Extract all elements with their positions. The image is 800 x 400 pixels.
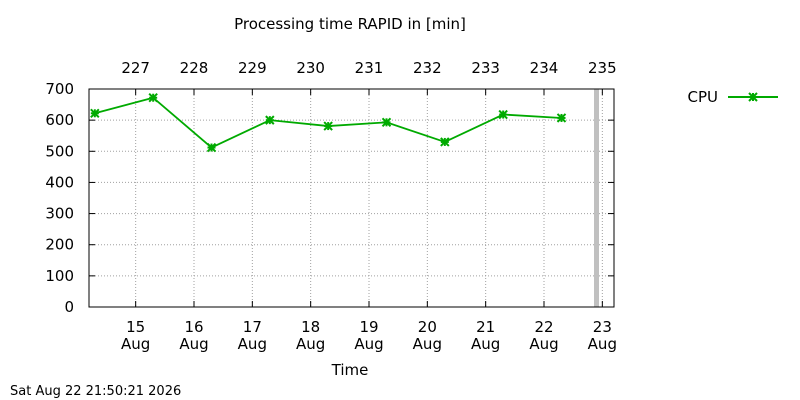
y-tick-label: 300: [45, 205, 74, 223]
x-tick-label-day: 20: [418, 318, 437, 336]
data-point: [323, 121, 333, 131]
x-top-tick-label: 231: [355, 59, 384, 77]
y-tick-label: 400: [45, 173, 74, 191]
legend-marker-cross: [748, 92, 758, 102]
x-tick-label-month: Aug: [121, 335, 150, 353]
y-tick-label: 600: [45, 111, 74, 129]
x-top-tick-label: 234: [530, 59, 559, 77]
chart-title: Processing time RAPID in [min]: [234, 15, 466, 33]
x-top-tick-label: 232: [413, 59, 442, 77]
x-tick-label-day: 15: [126, 318, 145, 336]
x-top-tick-label: 227: [121, 59, 150, 77]
footer-timestamp: Sat Aug 22 21:50:21 2026: [10, 384, 181, 399]
legend-marker-cpu: [748, 92, 758, 102]
x-tick-label-day: 18: [301, 318, 320, 336]
series-layer: [90, 93, 567, 153]
y-tick-label: 700: [45, 80, 74, 98]
x-tick-label-month: Aug: [471, 335, 500, 353]
x-axis-label: Time: [331, 361, 369, 379]
x-tick-label-day: 22: [534, 318, 553, 336]
x-top-tick-label: 230: [296, 59, 325, 77]
x-top-tick-label: 233: [471, 59, 500, 77]
x-axis-bottom: 15Aug16Aug17Aug18Aug19Aug20Aug21Aug22Aug…: [121, 301, 617, 353]
x-tick-label-month: Aug: [529, 335, 558, 353]
x-tick-label-month: Aug: [238, 335, 267, 353]
x-axis-top: 227 228 229 230 231 232 233 234 235: [121, 59, 617, 95]
data-point: [148, 93, 158, 103]
data-point: [440, 137, 450, 147]
x-top-tick-label: 228: [180, 59, 209, 77]
x-tick-label-month: Aug: [413, 335, 442, 353]
data-point: [90, 108, 100, 118]
data-point: [381, 117, 392, 128]
data-point: [206, 142, 217, 153]
x-tick-label-month: Aug: [179, 335, 208, 353]
x-tick-label-month: Aug: [296, 335, 325, 353]
x-tick-label-day: 19: [359, 318, 378, 336]
x-tick-label-day: 17: [243, 318, 262, 336]
y-tick-label: 0: [64, 298, 74, 316]
y-tick-label: 100: [45, 267, 74, 285]
plot-frame: [88, 88, 615, 308]
legend-label-cpu: CPU: [688, 88, 719, 106]
x-tick-label-day: 16: [184, 318, 203, 336]
y-axis: 0 100 200 300 400 500 600 700: [45, 80, 614, 316]
x-top-tick-label: 235: [588, 59, 617, 77]
y-tick-label: 500: [45, 142, 74, 160]
x-tick-label-day: 23: [593, 318, 612, 336]
data-point: [265, 115, 275, 125]
grid: [89, 89, 614, 307]
x-tick-label-month: Aug: [588, 335, 617, 353]
x-tick-label-day: 21: [476, 318, 495, 336]
x-top-tick-label: 229: [238, 59, 267, 77]
legend: CPU: [688, 88, 778, 106]
data-point: [556, 113, 567, 123]
x-tick-label-month: Aug: [354, 335, 383, 353]
data-point: [498, 109, 508, 120]
y-tick-label: 200: [45, 236, 74, 254]
